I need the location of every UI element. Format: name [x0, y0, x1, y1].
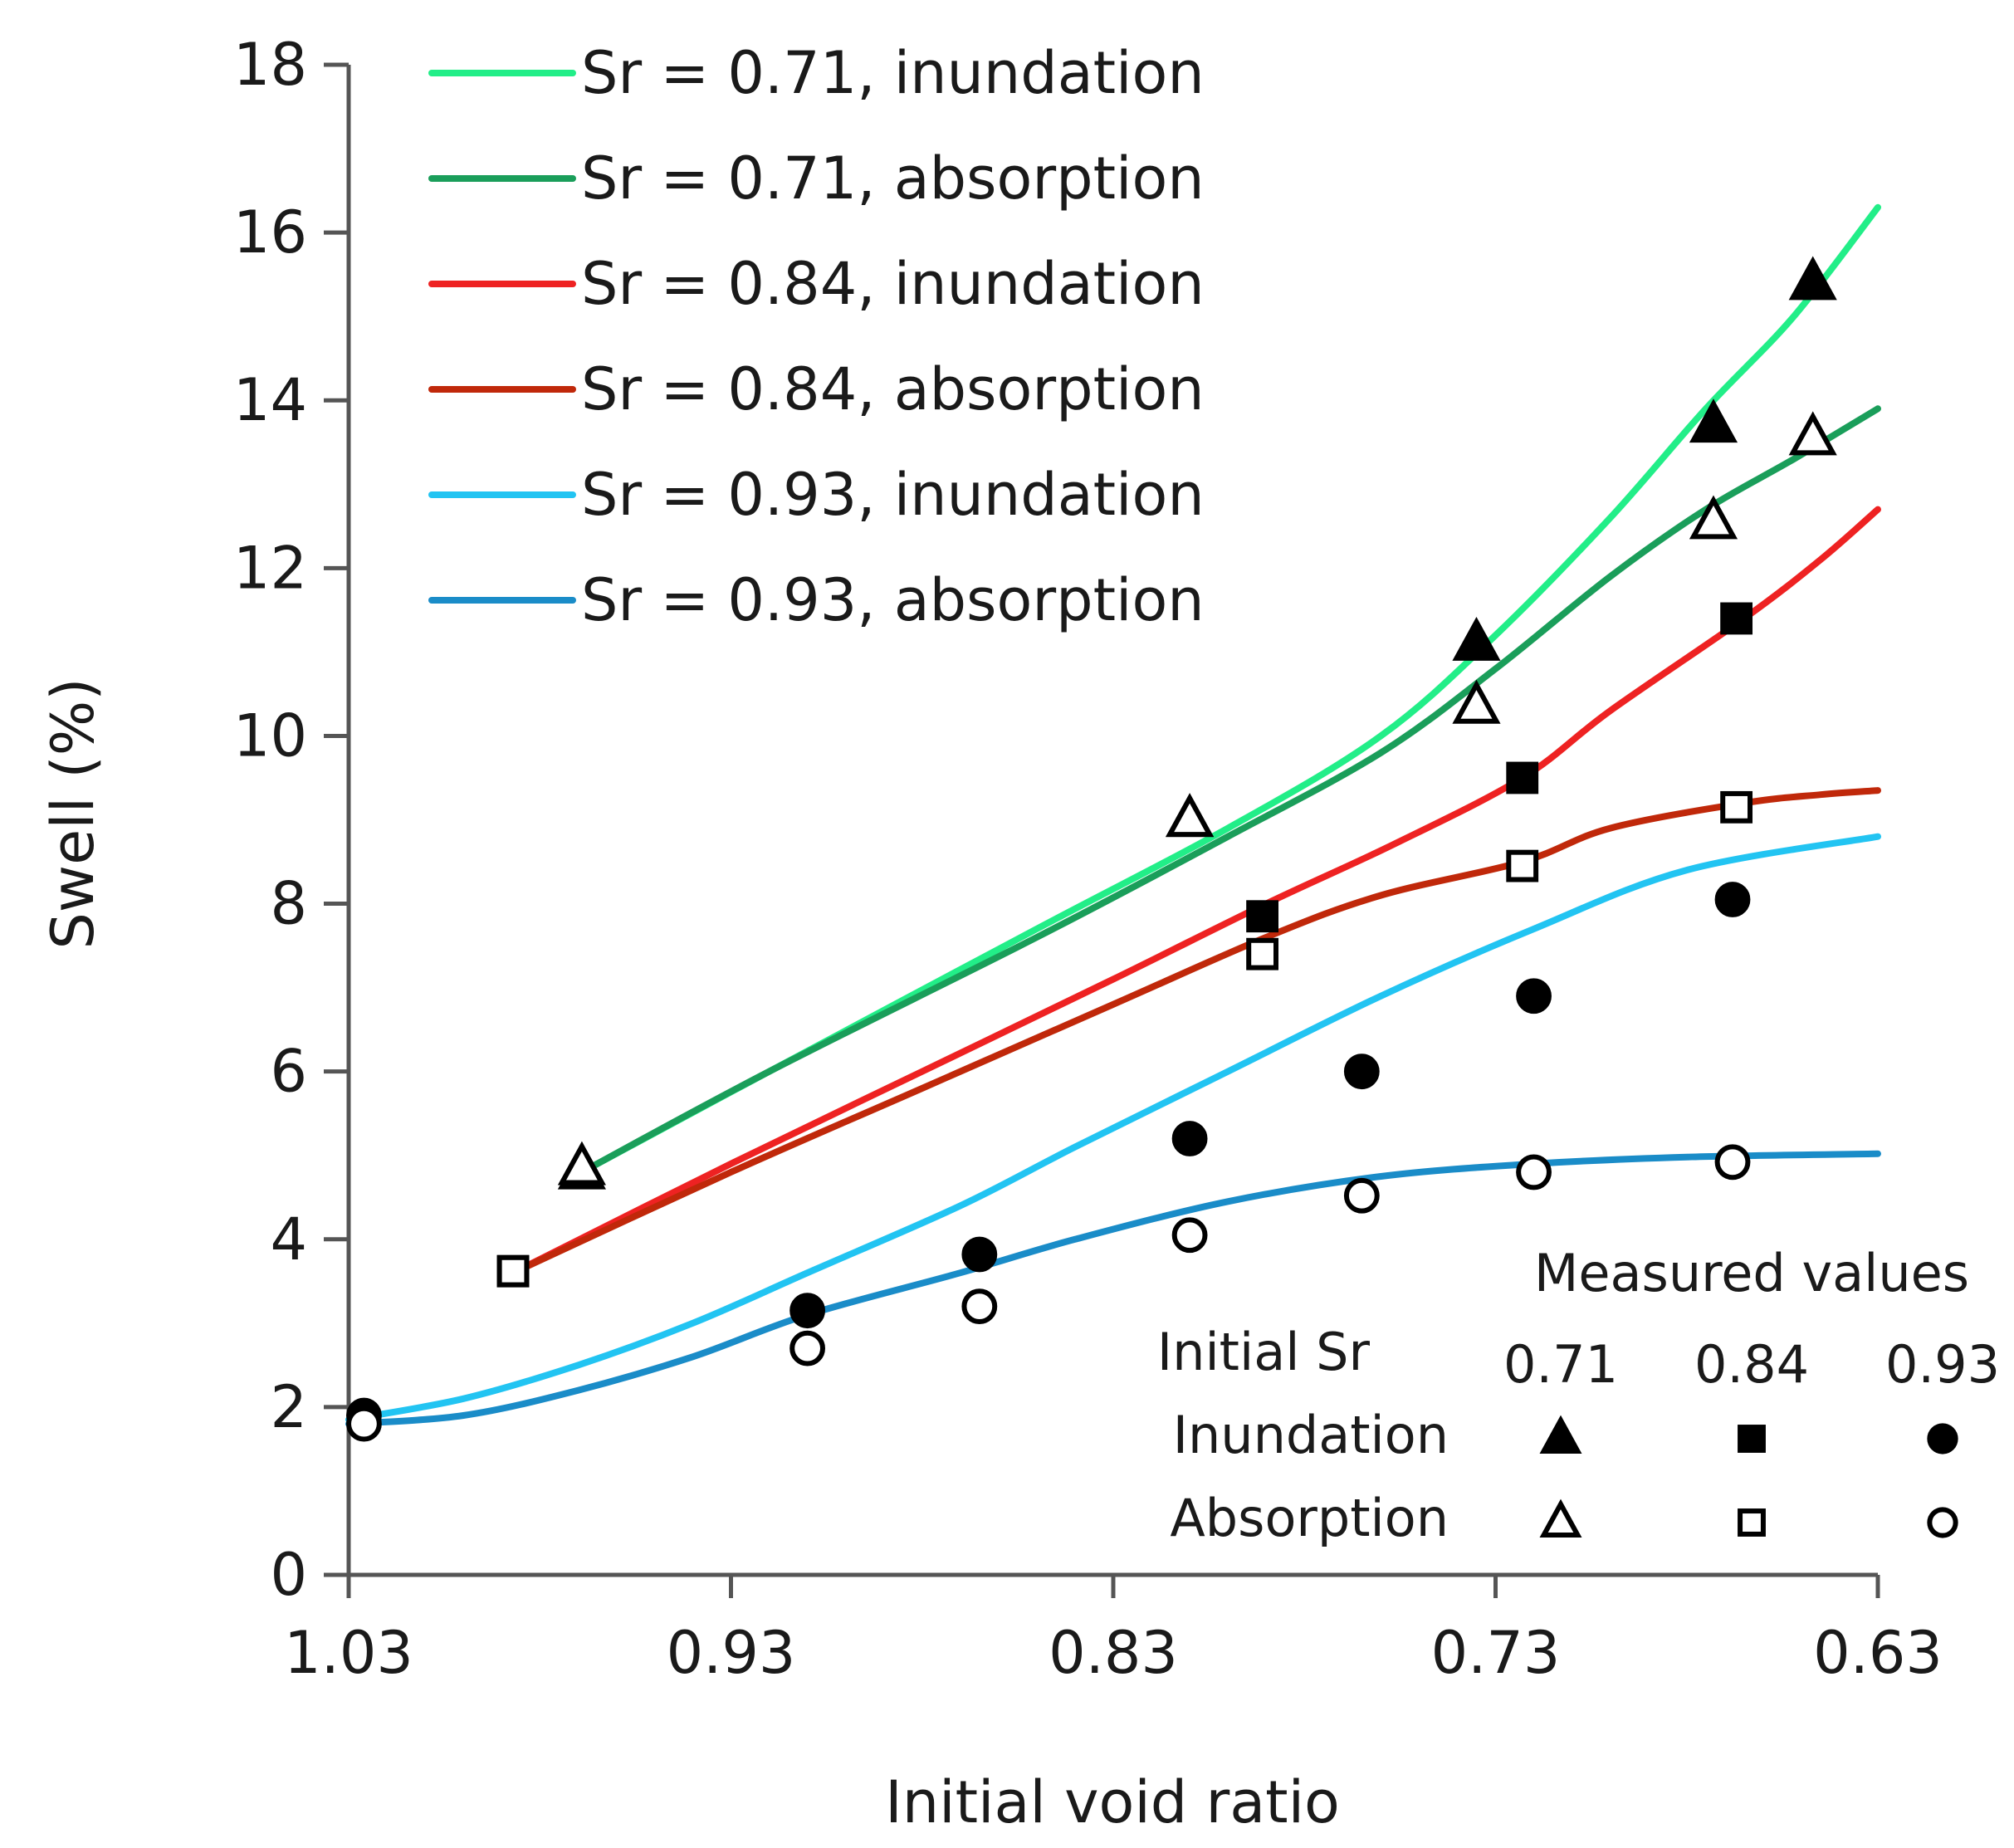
measured-legend-col-2: 0.84 — [1694, 1334, 1809, 1395]
series-line-4 — [510, 787, 1881, 1277]
measured-point-square — [1506, 849, 1539, 882]
y-tick-label: 12 — [233, 534, 307, 602]
legend-label-6: Sr = 0.93, absorption — [581, 566, 1205, 634]
measured-point-square — [1246, 900, 1278, 933]
x-tick-label: 1.03 — [284, 1619, 413, 1687]
measured-point-circle — [1714, 1144, 1751, 1181]
measured-legend-title: Measured values — [1534, 1243, 1969, 1303]
legend: Sr = 0.71, inundation Sr = 0.71, absorpti… — [428, 39, 1205, 634]
measured-point-circle — [789, 1330, 825, 1366]
x-tick-label: 0.73 — [1431, 1619, 1561, 1687]
measured-legend-col-1: 0.71 — [1503, 1334, 1618, 1395]
legend-label-3: Sr = 0.84, inundation — [581, 250, 1205, 318]
series-line-5 — [345, 833, 1881, 1423]
x-ticks: 1.03 0.93 0.83 0.73 0.63 — [284, 1575, 1943, 1687]
legend-label-4: Sr = 0.84, absorption — [581, 355, 1205, 423]
legend-label-5: Sr = 0.93, inundation — [581, 461, 1205, 529]
measured-point-square — [1506, 761, 1539, 794]
x-tick-label: 0.93 — [667, 1619, 796, 1687]
measured-legend-col-3: 0.93 — [1885, 1334, 2000, 1395]
legend-label-1: Sr = 0.71, inundation — [581, 39, 1205, 107]
measured-legend-markers — [1539, 1415, 1958, 1538]
y-tick-label: 0 — [270, 1541, 307, 1609]
y-tick-label: 16 — [233, 198, 307, 266]
measured-point-circle — [1714, 882, 1751, 917]
measured-point-triangle — [1788, 256, 1837, 301]
measured-point-circle — [961, 1236, 998, 1273]
measured-point-triangle — [1452, 679, 1501, 724]
x-tick-label: 0.83 — [1049, 1619, 1178, 1687]
measured-legend-circle-open — [1927, 1507, 1958, 1538]
measured-point-circle — [789, 1293, 825, 1329]
y-tick-label: 10 — [233, 702, 307, 770]
legend-label-2: Sr = 0.71, absorption — [581, 144, 1205, 213]
measured-point-square — [1720, 790, 1753, 824]
y-axis-title: Swell (%) — [39, 677, 107, 949]
measured-point-circle — [1343, 1177, 1380, 1214]
measured-point-circle — [1516, 1154, 1552, 1190]
y-tick-label: 6 — [270, 1038, 307, 1106]
y-tick-label: 18 — [233, 31, 307, 99]
measured-point-circle — [961, 1288, 998, 1325]
measured-point-triangle — [1166, 793, 1215, 838]
series-line-6 — [345, 1150, 1881, 1428]
measured-legend-row-inundation: Inundation — [1173, 1405, 1449, 1465]
measured-values-legend: Measured values Initial Sr 0.71 0.84 0.9… — [1157, 1243, 2000, 1548]
measured-point-triangle — [1689, 495, 1738, 540]
measured-point-triangle — [1788, 411, 1837, 456]
y-tick-label: 2 — [270, 1373, 307, 1441]
measured-legend-square-open — [1738, 1508, 1766, 1537]
measured-legend-triangle-open — [1539, 1498, 1582, 1538]
measured-legend-triangle-filled — [1539, 1415, 1582, 1454]
measured-point-triangle — [1452, 617, 1501, 661]
measured-point-triangle — [557, 1141, 606, 1186]
measured-point-square — [496, 1254, 530, 1288]
measured-point-circle — [346, 1406, 382, 1442]
measured-point-triangle — [1689, 398, 1738, 443]
measured-point-square — [1246, 937, 1278, 970]
y-tick-label: 4 — [270, 1205, 307, 1274]
measured-point-square — [1720, 602, 1753, 635]
y-tick-label: 14 — [233, 366, 307, 434]
x-axis-title: Initial void ratio — [885, 1768, 1340, 1836]
series-line-1 — [578, 203, 1881, 1176]
measured-legend-circle-filled — [1927, 1423, 1958, 1454]
measured-point-circle — [1516, 978, 1552, 1014]
measured-point-circle — [1171, 1121, 1208, 1156]
x-tick-label: 0.63 — [1813, 1619, 1943, 1687]
y-ticks: 0 2 4 6 8 10 12 14 16 18 — [233, 31, 349, 1609]
measured-legend-square-filled — [1738, 1425, 1766, 1453]
measured-point-circle — [1171, 1217, 1208, 1254]
measured-legend-header: Initial Sr — [1157, 1322, 1371, 1382]
measured-point-circle — [1343, 1054, 1380, 1090]
points-layer — [346, 256, 1837, 1442]
y-tick-label: 8 — [270, 870, 307, 938]
measured-legend-row-absorption: Absorption — [1170, 1488, 1449, 1548]
